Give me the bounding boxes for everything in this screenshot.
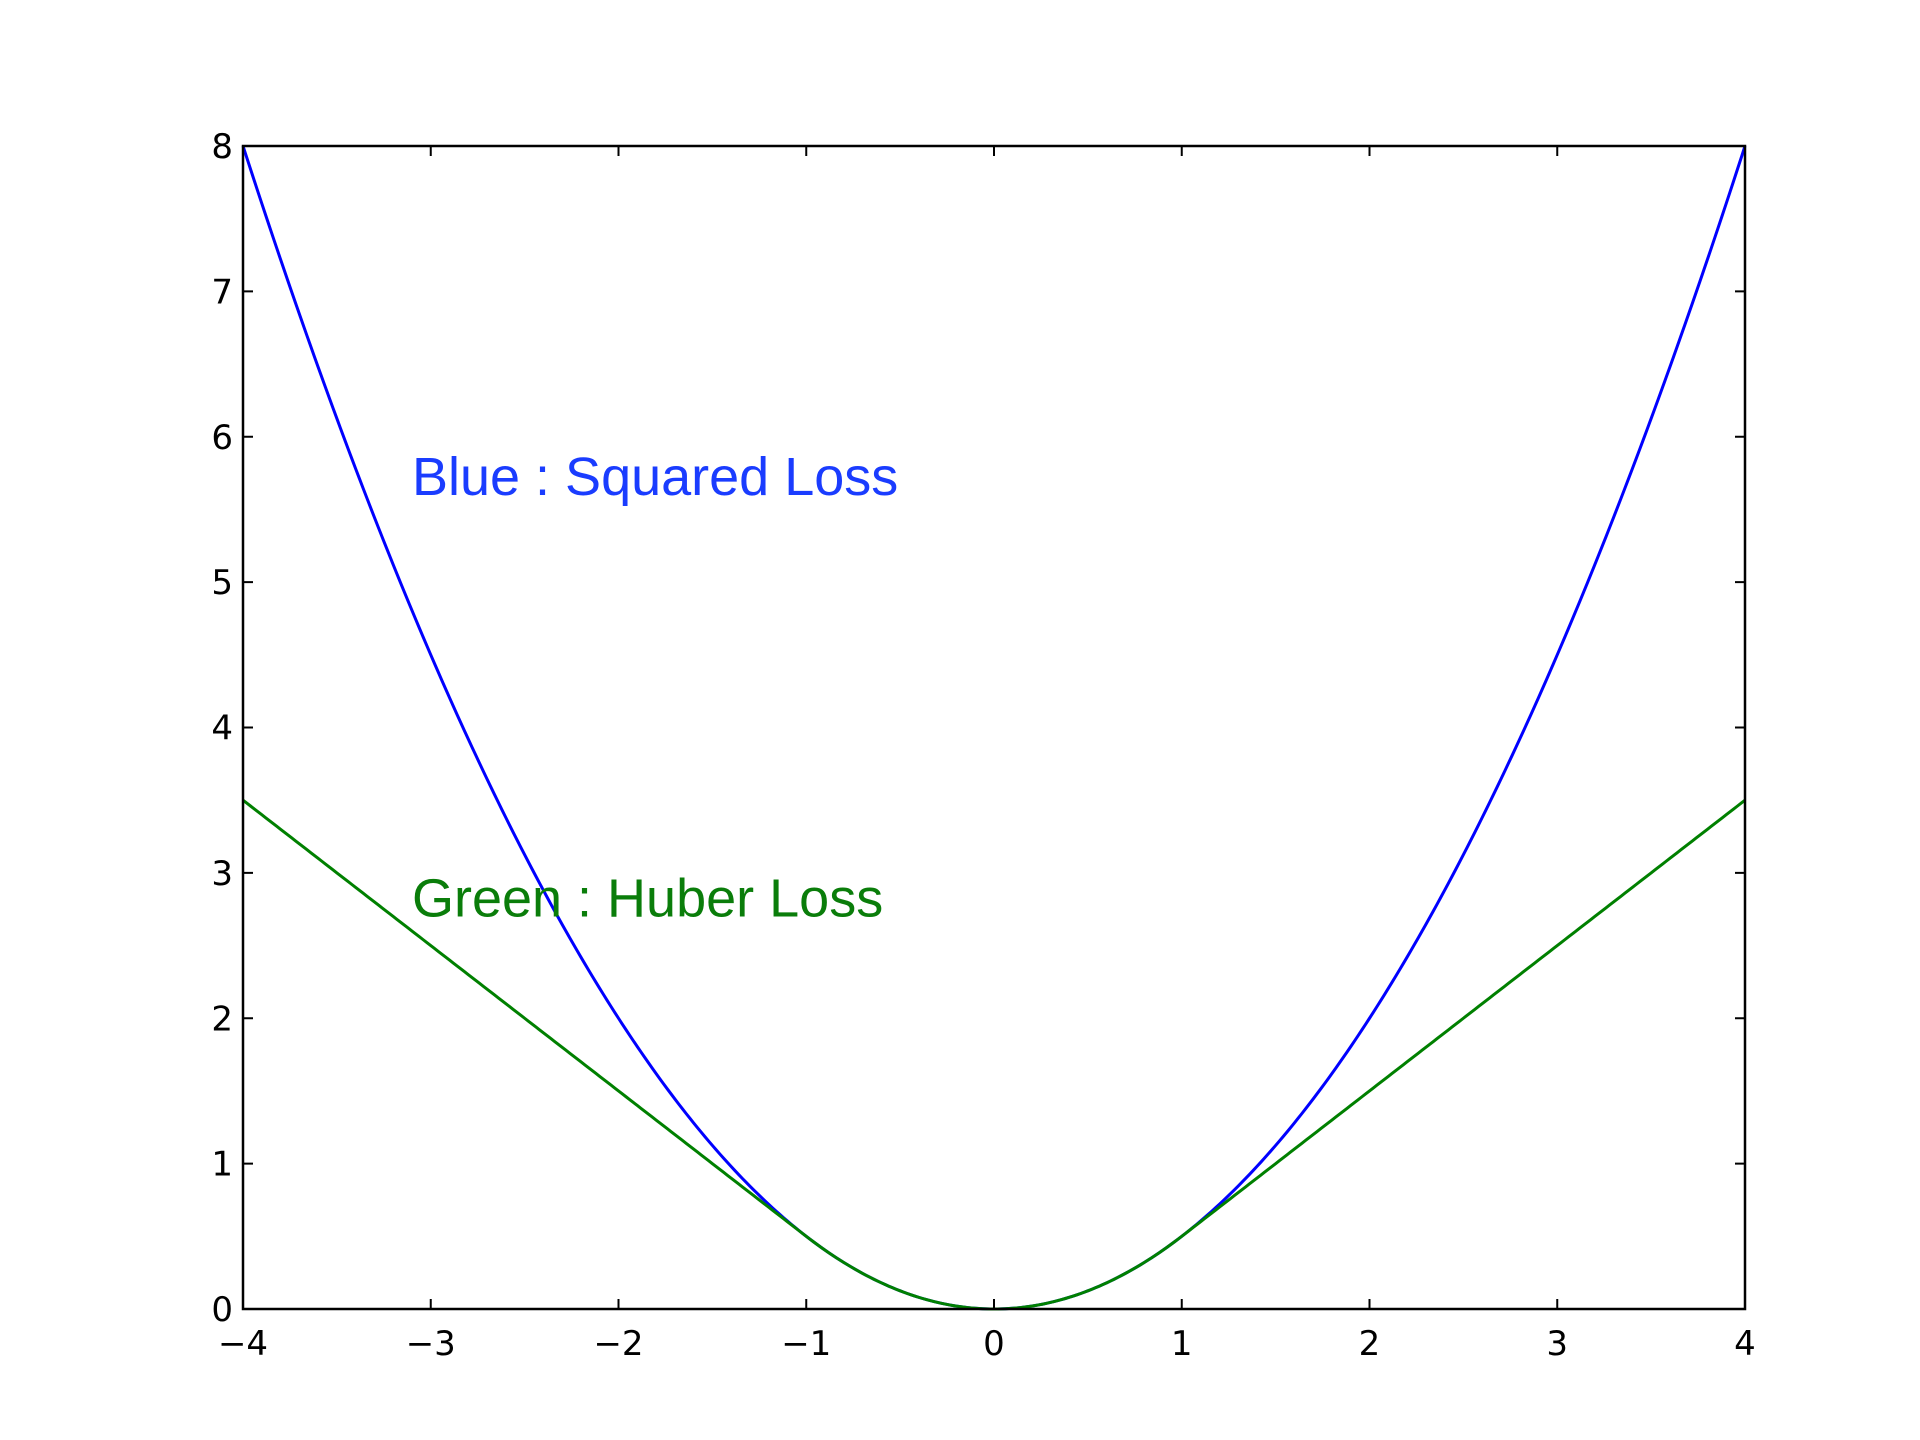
annotation-squared-loss: Blue : Squared Loss: [412, 447, 898, 507]
y-tick-label: 7: [211, 272, 233, 312]
y-tick-label: 1: [211, 1145, 233, 1185]
y-tick-label: 8: [211, 127, 233, 167]
x-tick-label: −3: [406, 1324, 456, 1364]
x-tick-label: −2: [593, 1324, 643, 1364]
y-tick-label: 3: [211, 854, 233, 894]
x-tick-label: 2: [1359, 1324, 1381, 1364]
y-tick-label: 0: [211, 1290, 233, 1330]
x-tick-label: 1: [1171, 1324, 1193, 1364]
x-axis-ticks: −4 −3 −2 −1 0 1 2 3 4: [218, 146, 1756, 1364]
y-tick-label: 5: [211, 563, 233, 603]
y-axis-ticks: 0 1 2 3 4 5 6 7 8: [211, 127, 1745, 1330]
y-tick-label: 6: [211, 418, 233, 458]
y-tick-label: 2: [211, 999, 233, 1039]
x-tick-label: −4: [218, 1324, 268, 1364]
chart-annotations: Blue : Squared Loss Green : Huber Loss: [412, 447, 898, 929]
y-tick-label: 4: [211, 709, 233, 749]
x-tick-label: 3: [1546, 1324, 1568, 1364]
annotation-huber-loss: Green : Huber Loss: [412, 868, 883, 928]
x-tick-label: −1: [781, 1324, 831, 1364]
x-tick-label: 4: [1734, 1324, 1756, 1364]
x-tick-label: 0: [983, 1324, 1005, 1364]
